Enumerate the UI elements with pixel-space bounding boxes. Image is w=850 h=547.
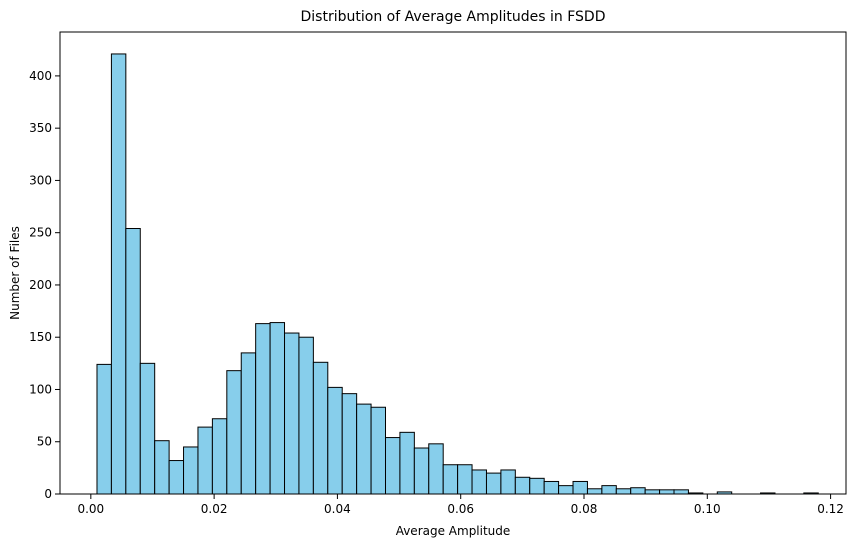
- histogram-bar: [110, 53, 127, 495]
- histogram-bar: [298, 336, 314, 495]
- histogram-bar: [659, 489, 675, 495]
- histogram-bar: [384, 437, 401, 495]
- histogram-bar: [226, 370, 242, 495]
- x-tick-label: 0.10: [694, 502, 721, 516]
- y-tick-label: 300: [29, 173, 52, 187]
- histogram-bar: [327, 386, 343, 495]
- histogram-bars: [96, 53, 819, 495]
- histogram-bar: [211, 418, 228, 495]
- histogram-bar: [413, 447, 430, 495]
- histogram-bar: [586, 488, 603, 495]
- x-axis-label: Average Amplitude: [396, 524, 511, 538]
- x-tick-label: 0.04: [324, 502, 351, 516]
- x-tick-label: 0.08: [571, 502, 598, 516]
- x-tick-label: 0.00: [77, 502, 104, 516]
- histogram-bar: [485, 472, 502, 495]
- histogram-bar: [601, 485, 617, 495]
- x-tick-label: 0.06: [447, 502, 474, 516]
- histogram-bar: [558, 485, 574, 495]
- histogram-bar: [269, 322, 286, 495]
- histogram-bar: [543, 480, 560, 495]
- histogram-bar: [529, 477, 545, 495]
- histogram-bar: [514, 476, 531, 495]
- histogram-bar: [471, 469, 487, 495]
- histogram-bar: [457, 464, 473, 495]
- histogram-bar: [255, 323, 271, 495]
- y-tick-label: 400: [29, 69, 52, 83]
- y-tick-label: 350: [29, 121, 52, 135]
- y-tick-label: 100: [29, 382, 52, 396]
- y-tick-label: 250: [29, 226, 52, 240]
- histogram-bar: [240, 352, 257, 495]
- chart-title: Distribution of Average Amplitudes in FS…: [301, 9, 606, 25]
- histogram-bar: [399, 431, 415, 495]
- histogram-bar: [154, 440, 170, 495]
- histogram-bar: [197, 426, 213, 495]
- histogram-bar: [630, 487, 646, 495]
- histogram-bar: [644, 489, 661, 495]
- histogram-bar: [500, 469, 516, 495]
- histogram-bar: [356, 403, 372, 495]
- y-tick-label: 150: [29, 330, 52, 344]
- histogram-bar: [183, 446, 199, 495]
- histogram-bar: [96, 363, 112, 495]
- histogram-bar: [615, 488, 632, 495]
- y-axis-label: Number of Files: [8, 226, 22, 320]
- histogram-bar: [125, 228, 141, 495]
- histogram-bar: [139, 362, 156, 495]
- histogram-bar: [673, 489, 689, 495]
- y-tick-label: 0: [44, 487, 52, 501]
- y-tick-label: 50: [37, 435, 52, 449]
- histogram-bar: [168, 460, 185, 495]
- y-tick-label: 200: [29, 278, 52, 292]
- histogram-bar: [284, 332, 300, 495]
- x-tick-label: 0.02: [201, 502, 228, 516]
- axis-ticks: 0.00 0.02 0.04 0.06 0.08 0.10 0.12 0 50 100 150 200…: [29, 69, 844, 516]
- histogram-bar: [442, 464, 459, 495]
- histogram-bar: [572, 480, 588, 495]
- histogram-bar: [370, 406, 386, 495]
- histogram-bar: [428, 443, 444, 495]
- histogram-bar: [341, 393, 358, 495]
- histogram-bar: [312, 361, 329, 495]
- x-tick-label: 0.12: [817, 502, 844, 516]
- plot-frame: [59, 31, 847, 495]
